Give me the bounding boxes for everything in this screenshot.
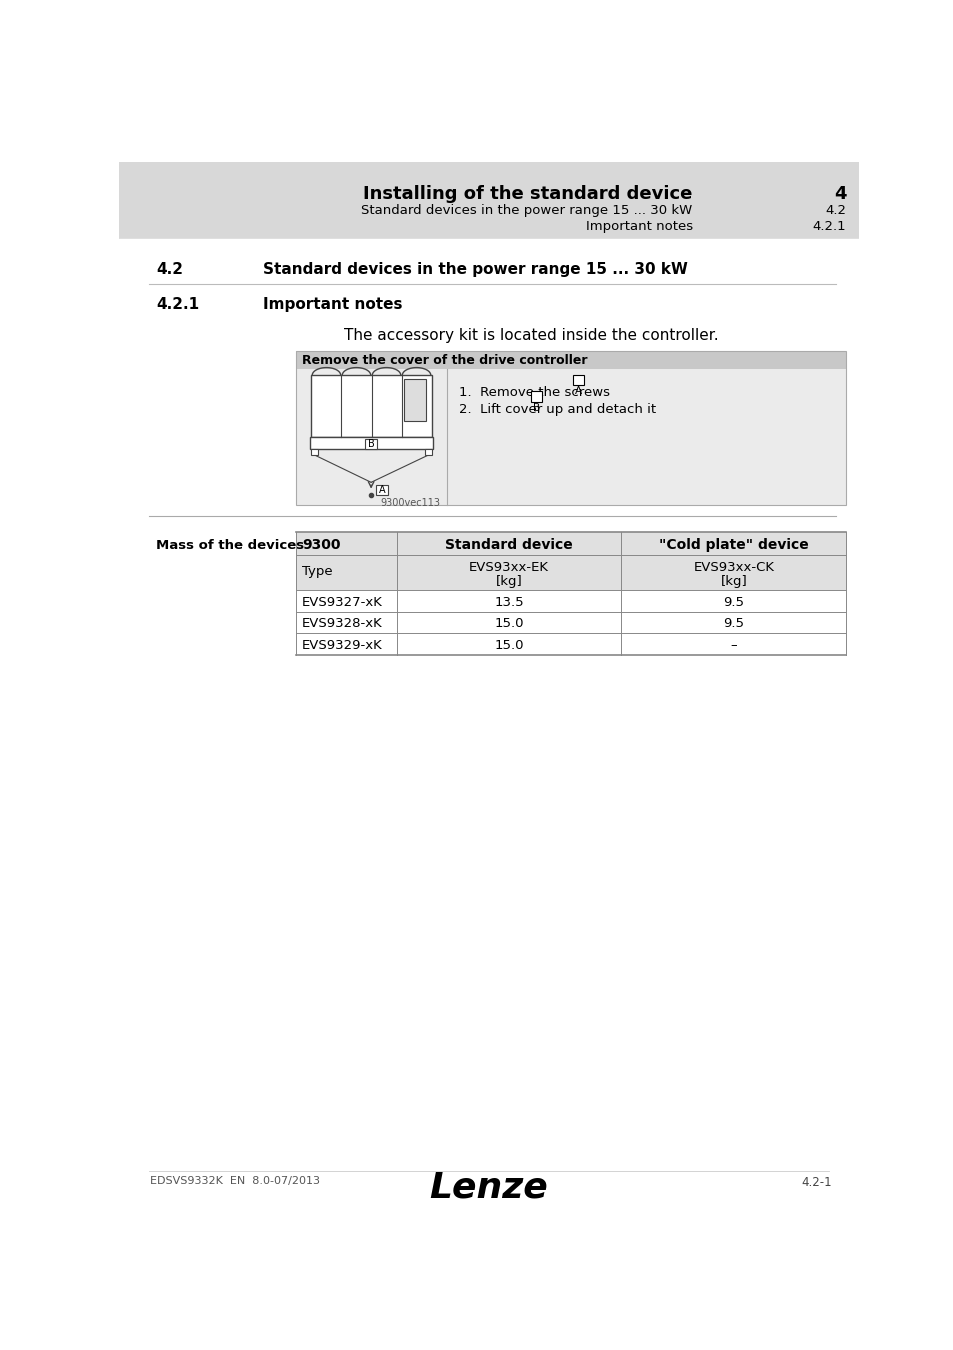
Text: 4.2.1: 4.2.1: [156, 297, 199, 312]
Text: 9.5: 9.5: [722, 617, 743, 630]
Bar: [365, 439, 377, 450]
Bar: [295, 555, 845, 590]
Text: Installing of the standard device: Installing of the standard device: [363, 185, 692, 202]
Text: 4.2: 4.2: [156, 262, 183, 277]
Text: 4.2: 4.2: [824, 204, 845, 217]
Text: Remove the cover of the drive controller: Remove the cover of the drive controller: [302, 354, 587, 367]
Bar: [295, 612, 845, 633]
Text: 4.2.1: 4.2.1: [812, 220, 845, 232]
Bar: [119, 239, 858, 242]
Text: 4.2-1: 4.2-1: [801, 1176, 831, 1189]
Text: 15.0: 15.0: [494, 639, 523, 652]
Text: EVS93xx-EK: EVS93xx-EK: [469, 560, 549, 574]
Bar: [295, 351, 845, 369]
Text: Standard devices in the power range 15 ... 30 kW: Standard devices in the power range 15 .…: [262, 262, 687, 277]
Text: –: –: [730, 639, 737, 652]
Text: B: B: [367, 439, 375, 450]
Bar: [295, 590, 845, 612]
Text: 9300vec113: 9300vec113: [380, 498, 440, 508]
Text: Type: Type: [302, 564, 333, 578]
Text: 2.  Lift cover: 2. Lift cover: [458, 404, 546, 416]
Text: EVS9327-xK: EVS9327-xK: [302, 595, 382, 609]
Text: EVS93xx-CK: EVS93xx-CK: [693, 560, 774, 574]
Text: Mass of the devices: Mass of the devices: [156, 539, 304, 552]
Text: 4: 4: [833, 185, 845, 202]
Text: Important notes: Important notes: [262, 297, 402, 312]
Text: EVS9329-xK: EVS9329-xK: [302, 639, 382, 652]
Text: 1.  Remove the screws: 1. Remove the screws: [458, 386, 614, 400]
Text: Lenze: Lenze: [429, 1170, 548, 1204]
Text: A: A: [575, 386, 581, 396]
Bar: [311, 375, 431, 437]
Text: "Cold plate" device: "Cold plate" device: [659, 537, 808, 552]
Text: EDSVS9332K  EN  8.0-07/2013: EDSVS9332K EN 8.0-07/2013: [150, 1176, 320, 1187]
Text: 15.0: 15.0: [494, 617, 523, 630]
Text: B: B: [532, 402, 539, 413]
Bar: [295, 633, 845, 655]
Text: Important notes: Important notes: [585, 220, 692, 232]
Text: The accessory kit is located inside the controller.: The accessory kit is located inside the …: [344, 328, 718, 343]
Bar: [425, 450, 431, 455]
Bar: [295, 351, 845, 505]
Text: A: A: [378, 486, 385, 495]
Text: [kg]: [kg]: [496, 575, 522, 587]
Text: [kg]: [kg]: [720, 575, 746, 587]
Bar: [295, 369, 845, 505]
Bar: [295, 532, 845, 555]
Bar: [310, 437, 433, 450]
Text: Standard device: Standard device: [445, 537, 573, 552]
Bar: [404, 379, 426, 421]
Bar: [375, 486, 388, 495]
Text: EVS9328-xK: EVS9328-xK: [302, 617, 382, 630]
Text: 13.5: 13.5: [494, 595, 523, 609]
Text: 9.5: 9.5: [722, 595, 743, 609]
Text: 9300: 9300: [302, 537, 340, 552]
Text: Standard devices in the power range 15 ... 30 kW: Standard devices in the power range 15 .…: [361, 204, 692, 217]
Bar: [573, 374, 583, 385]
Bar: [119, 162, 858, 239]
Bar: [530, 392, 541, 402]
Text: up and detach it: up and detach it: [542, 404, 656, 416]
Bar: [311, 450, 317, 455]
